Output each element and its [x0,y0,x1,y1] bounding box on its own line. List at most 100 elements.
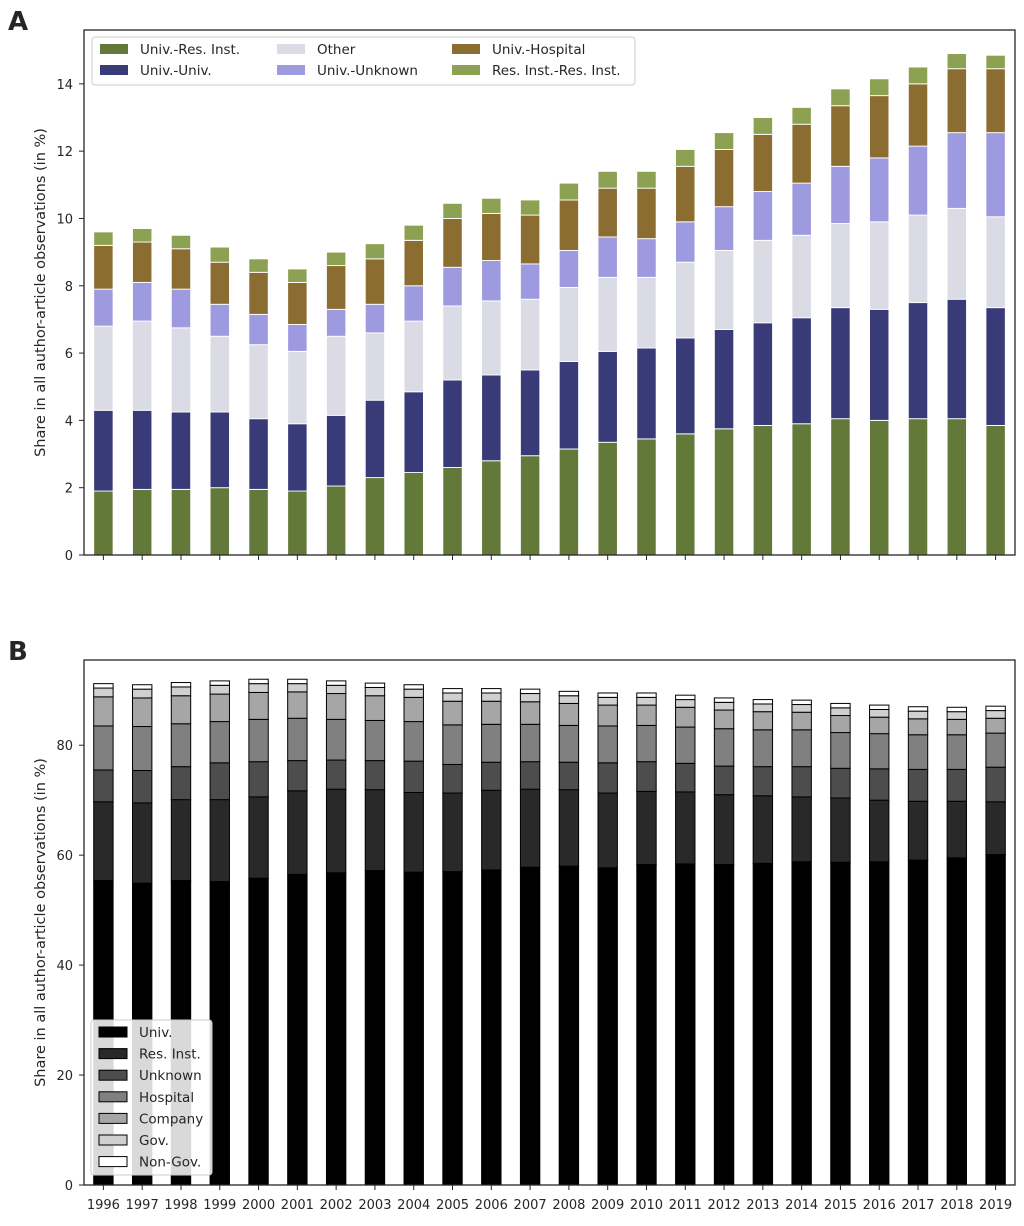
bar-segment [636,347,657,440]
axes-frame [83,659,1016,1186]
bar-segment [287,281,308,325]
bar-segment [132,228,153,243]
bar-segment [93,696,114,727]
x-tick-label: 2000 [242,1198,275,1213]
bar-segment [170,488,192,556]
legend-entry-label: Univ.-Unknown [317,63,418,79]
bar-segment [946,800,968,859]
bar-segment [519,788,541,868]
bar-segment [830,307,851,420]
bar-segment [791,704,812,713]
x-tick-label: 2004 [397,1198,430,1213]
bar-segment [481,723,502,763]
bar-segment [636,187,657,240]
bar-segment [403,871,424,1186]
bar-segment [985,854,1006,1186]
bar-segment [209,487,230,556]
bar-segment [907,859,929,1186]
bar-segment [636,692,657,698]
bar-segment [946,768,968,802]
bar-segment [946,53,967,70]
bar-segment [131,802,153,884]
y-tick-label: 6 [65,347,73,362]
bar-segment [442,467,463,556]
bar-segment [519,455,541,556]
legend-swatch [98,1048,128,1060]
bar-segment [597,441,618,556]
bar-segment [248,344,269,420]
y-tick-label: 0 [65,1179,73,1194]
bar-segment [403,696,424,723]
x-tick-label: 2017 [901,1198,934,1213]
bar-segment [713,329,735,430]
bar-segment [675,726,696,764]
bar-segment [597,867,618,1186]
bar-segment [869,768,890,801]
bar-segment [170,723,192,768]
x-tick-label: 2019 [979,1198,1012,1213]
bar-segment [830,797,851,863]
bar-segment [830,707,851,717]
bar-segment [442,379,463,468]
x-tick-label: 2015 [824,1198,857,1213]
bar-segment [907,66,929,85]
legend-swatch [98,1156,128,1168]
bar-segment [558,789,580,867]
bar-segment [907,718,929,736]
bar-segment [869,799,890,863]
bar-segment [403,320,424,393]
bar-segment [946,734,968,770]
bar-segment [597,762,618,794]
bar-segment [287,350,308,425]
y-tick-label: 40 [56,959,73,974]
bar-segment [326,265,347,310]
bar-segment [946,298,967,420]
bar-segment [907,800,929,861]
bar-segment [558,724,580,763]
bar-segment [287,678,308,685]
bar-segment [830,223,851,309]
bar-segment [713,149,735,208]
bar-segment [170,766,192,801]
bar-segment [830,165,851,224]
bar-segment [287,490,308,556]
bar-segment [519,214,541,265]
bar-segment [946,711,968,720]
bar-segment [93,801,114,881]
x-tick-label: 2008 [552,1198,585,1213]
bar-segment [597,350,618,443]
bar-segment [597,704,618,727]
legend-swatch [277,44,305,54]
bar-segment [636,704,657,726]
bar-segment [93,687,114,698]
bar-segment [364,695,386,721]
bar-segment [170,686,192,697]
bar-segment [713,765,735,796]
bar-segment [364,332,386,401]
legend-entry-label: Res. Inst.-Res. Inst. [492,63,621,79]
bar-segment [675,699,696,708]
bar-segment [403,391,424,473]
bar-segment [675,706,696,728]
bar-segment [869,95,890,159]
axes-frame [83,29,1016,556]
bar-segment [675,694,696,701]
bar-segment [713,249,735,330]
bar-segment [209,335,230,413]
bar-segment [519,723,541,763]
bar-segment [675,433,696,556]
bar-segment [636,438,657,556]
bar-segment [481,460,502,556]
y-axis-label: Share in all author-article observations… [33,758,49,1087]
bar-segment [597,692,618,698]
bar-segment [364,719,386,762]
x-tick-label: 1999 [203,1198,236,1213]
bar-segment [597,187,618,238]
bar-segment [946,207,967,300]
bar-segment [442,871,463,1186]
bar-segment [248,313,269,346]
bar-segment [713,794,735,866]
legend-entry-label: Res. Inst. [139,1047,201,1063]
bar-segment [907,302,929,420]
x-tick-label: 2018 [940,1198,973,1213]
